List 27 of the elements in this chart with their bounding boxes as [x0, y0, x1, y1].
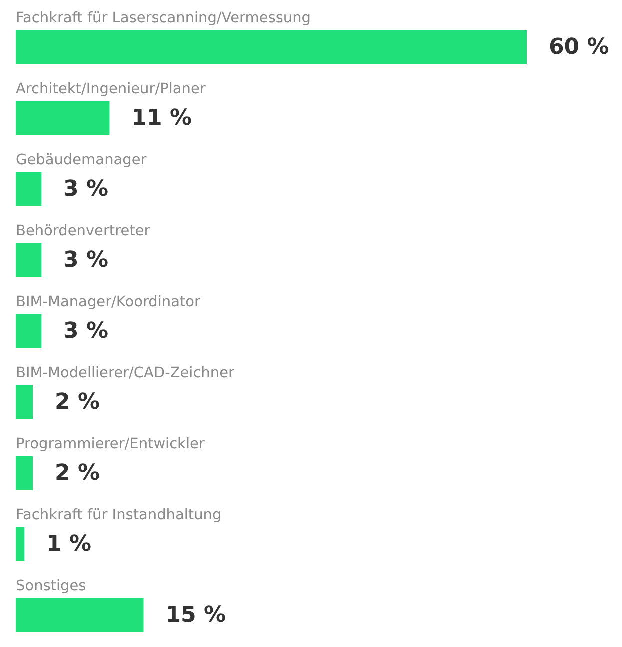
y-tick-label: Sonstiges [16, 578, 86, 594]
y-tick-label: Architekt/Ingenieur/Planer [16, 82, 206, 98]
y-tick-label: Fachkraft für Instandhaltung [16, 508, 222, 524]
data-label: 2 % [55, 461, 100, 486]
bar [16, 172, 42, 206]
data-label: 2 % [55, 390, 100, 415]
bar [16, 528, 25, 562]
y-tick-label: Gebäudemanager [16, 152, 147, 168]
bar [16, 244, 42, 278]
y-tick-label: Programmierer/Entwickler [16, 436, 205, 452]
bar [16, 598, 144, 632]
y-tick-label: BIM-Manager/Koordinator [16, 294, 201, 310]
y-tick-label: Behördenvertreter [16, 224, 150, 240]
bar [16, 314, 42, 348]
data-label: 11 % [132, 106, 192, 131]
bar [16, 386, 34, 420]
data-label: 60 % [549, 35, 610, 60]
y-tick-label: BIM-Modellierer/CAD-Zeichner [16, 366, 234, 382]
data-label: 3 % [64, 177, 109, 202]
bar [16, 456, 34, 490]
data-label: 3 % [64, 248, 109, 273]
bar [16, 102, 110, 136]
data-label: 3 % [64, 319, 109, 344]
y-tick-label: Fachkraft für Laserscanning/Vermessung [16, 10, 311, 26]
data-label: 1 % [46, 532, 92, 557]
bar [16, 30, 527, 64]
data-label: 15 % [166, 603, 226, 628]
